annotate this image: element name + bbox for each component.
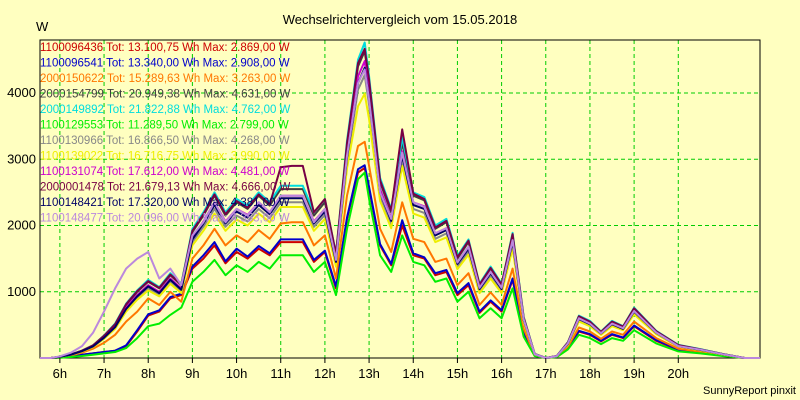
y-ticks: 1000 2000 3000 4000 bbox=[7, 85, 36, 299]
x-tick-label: 6h bbox=[53, 366, 67, 381]
legend-entry-1100129553: 1100129553 Tot: 11.289,50 Wh Max: 2.799,… bbox=[40, 120, 289, 132]
x-tick-label: 14h bbox=[402, 366, 424, 381]
legend-entry-2000154799: 2000154799 Tot: 20.949,38 Wh Max: 4.631,… bbox=[40, 89, 291, 101]
series-line-1100096541 bbox=[40, 164, 760, 359]
legend-entry-2000001478: 2000001478 Tot: 21.679,13 Wh Max: 4.666,… bbox=[40, 182, 291, 194]
x-tick-label: 20h bbox=[667, 366, 689, 381]
x-ticks: 6h 7h 8h 9h 10h 11h 12h 13h 14h 15h 16h 17h 18h 19h 20… bbox=[53, 358, 689, 381]
chart-title: Wechselrichtervergleich vom 15.05.2018 bbox=[283, 12, 518, 27]
series-line-1100148477 bbox=[40, 68, 760, 359]
x-tick-label: 18h bbox=[579, 366, 601, 381]
series-line-2000150622 bbox=[40, 140, 760, 359]
series-line-2000001478 bbox=[40, 47, 760, 359]
legend-entry-1100096436: 1100096436 Tot: 13.100,75 Wh Max: 2.869,… bbox=[40, 42, 290, 54]
legend-entry-1100130966: 1100130966 Tot: 16.866,50 Wh Max: 4.268,… bbox=[40, 135, 290, 147]
x-tick-label: 12h bbox=[314, 366, 336, 381]
legend: 1100096436 Tot: 13.100,75 Wh Max: 2.869,… bbox=[40, 42, 291, 225]
legend-entry-2000149892: 2000149892 Tot: 21.822,88 Wh Max: 4.762,… bbox=[40, 104, 291, 116]
credit-annotation: SunnyReport pinxit bbox=[703, 385, 796, 397]
x-tick-label: 15h bbox=[447, 366, 469, 381]
x-tick-label: 13h bbox=[358, 366, 380, 381]
x-tick-label: 16h bbox=[491, 366, 513, 381]
x-tick-label: 19h bbox=[623, 366, 645, 381]
legend-entry-1100131074: 1100131074 Tot: 17.612,00 Wh Max: 4.481,… bbox=[40, 166, 290, 178]
series-group bbox=[40, 41, 760, 359]
x-tick-label: 9h bbox=[185, 366, 199, 381]
y-tick-label: 4000 bbox=[7, 85, 36, 100]
x-tick-label: 11h bbox=[270, 366, 291, 381]
x-tick-label: 7h bbox=[97, 366, 111, 381]
y-tick-label: 2000 bbox=[7, 218, 36, 233]
legend-entry-1100139022: 1100139022 Tot: 16.716,75 Wh Max: 3.990,… bbox=[40, 151, 290, 163]
x-tick-label: 17h bbox=[535, 366, 557, 381]
x-tick-label: 10h bbox=[226, 366, 248, 381]
y-tick-label: 1000 bbox=[7, 284, 36, 299]
series-line-1100129553 bbox=[40, 171, 760, 359]
legend-entry-1100096541: 1100096541 Tot: 13.340,00 Wh Max: 2.908,… bbox=[40, 58, 290, 70]
series-line-1100139022 bbox=[40, 92, 760, 359]
legend-entry-1100148477: 1100148477 Tot: 20.096,00 Wh Max: 4.353,… bbox=[40, 213, 290, 225]
legend-entry-1100148421: 1100148421 Tot: 17.320,00 Wh Max: 4.381,… bbox=[40, 197, 290, 209]
legend-entry-2000150622: 2000150622 Tot: 15.289,63 Wh Max: 3.263,… bbox=[40, 73, 291, 85]
plot-frame bbox=[39, 39, 761, 359]
x-tick-label: 8h bbox=[141, 366, 155, 381]
y-axis-unit: W bbox=[36, 19, 49, 34]
y-tick-label: 3000 bbox=[7, 151, 36, 166]
